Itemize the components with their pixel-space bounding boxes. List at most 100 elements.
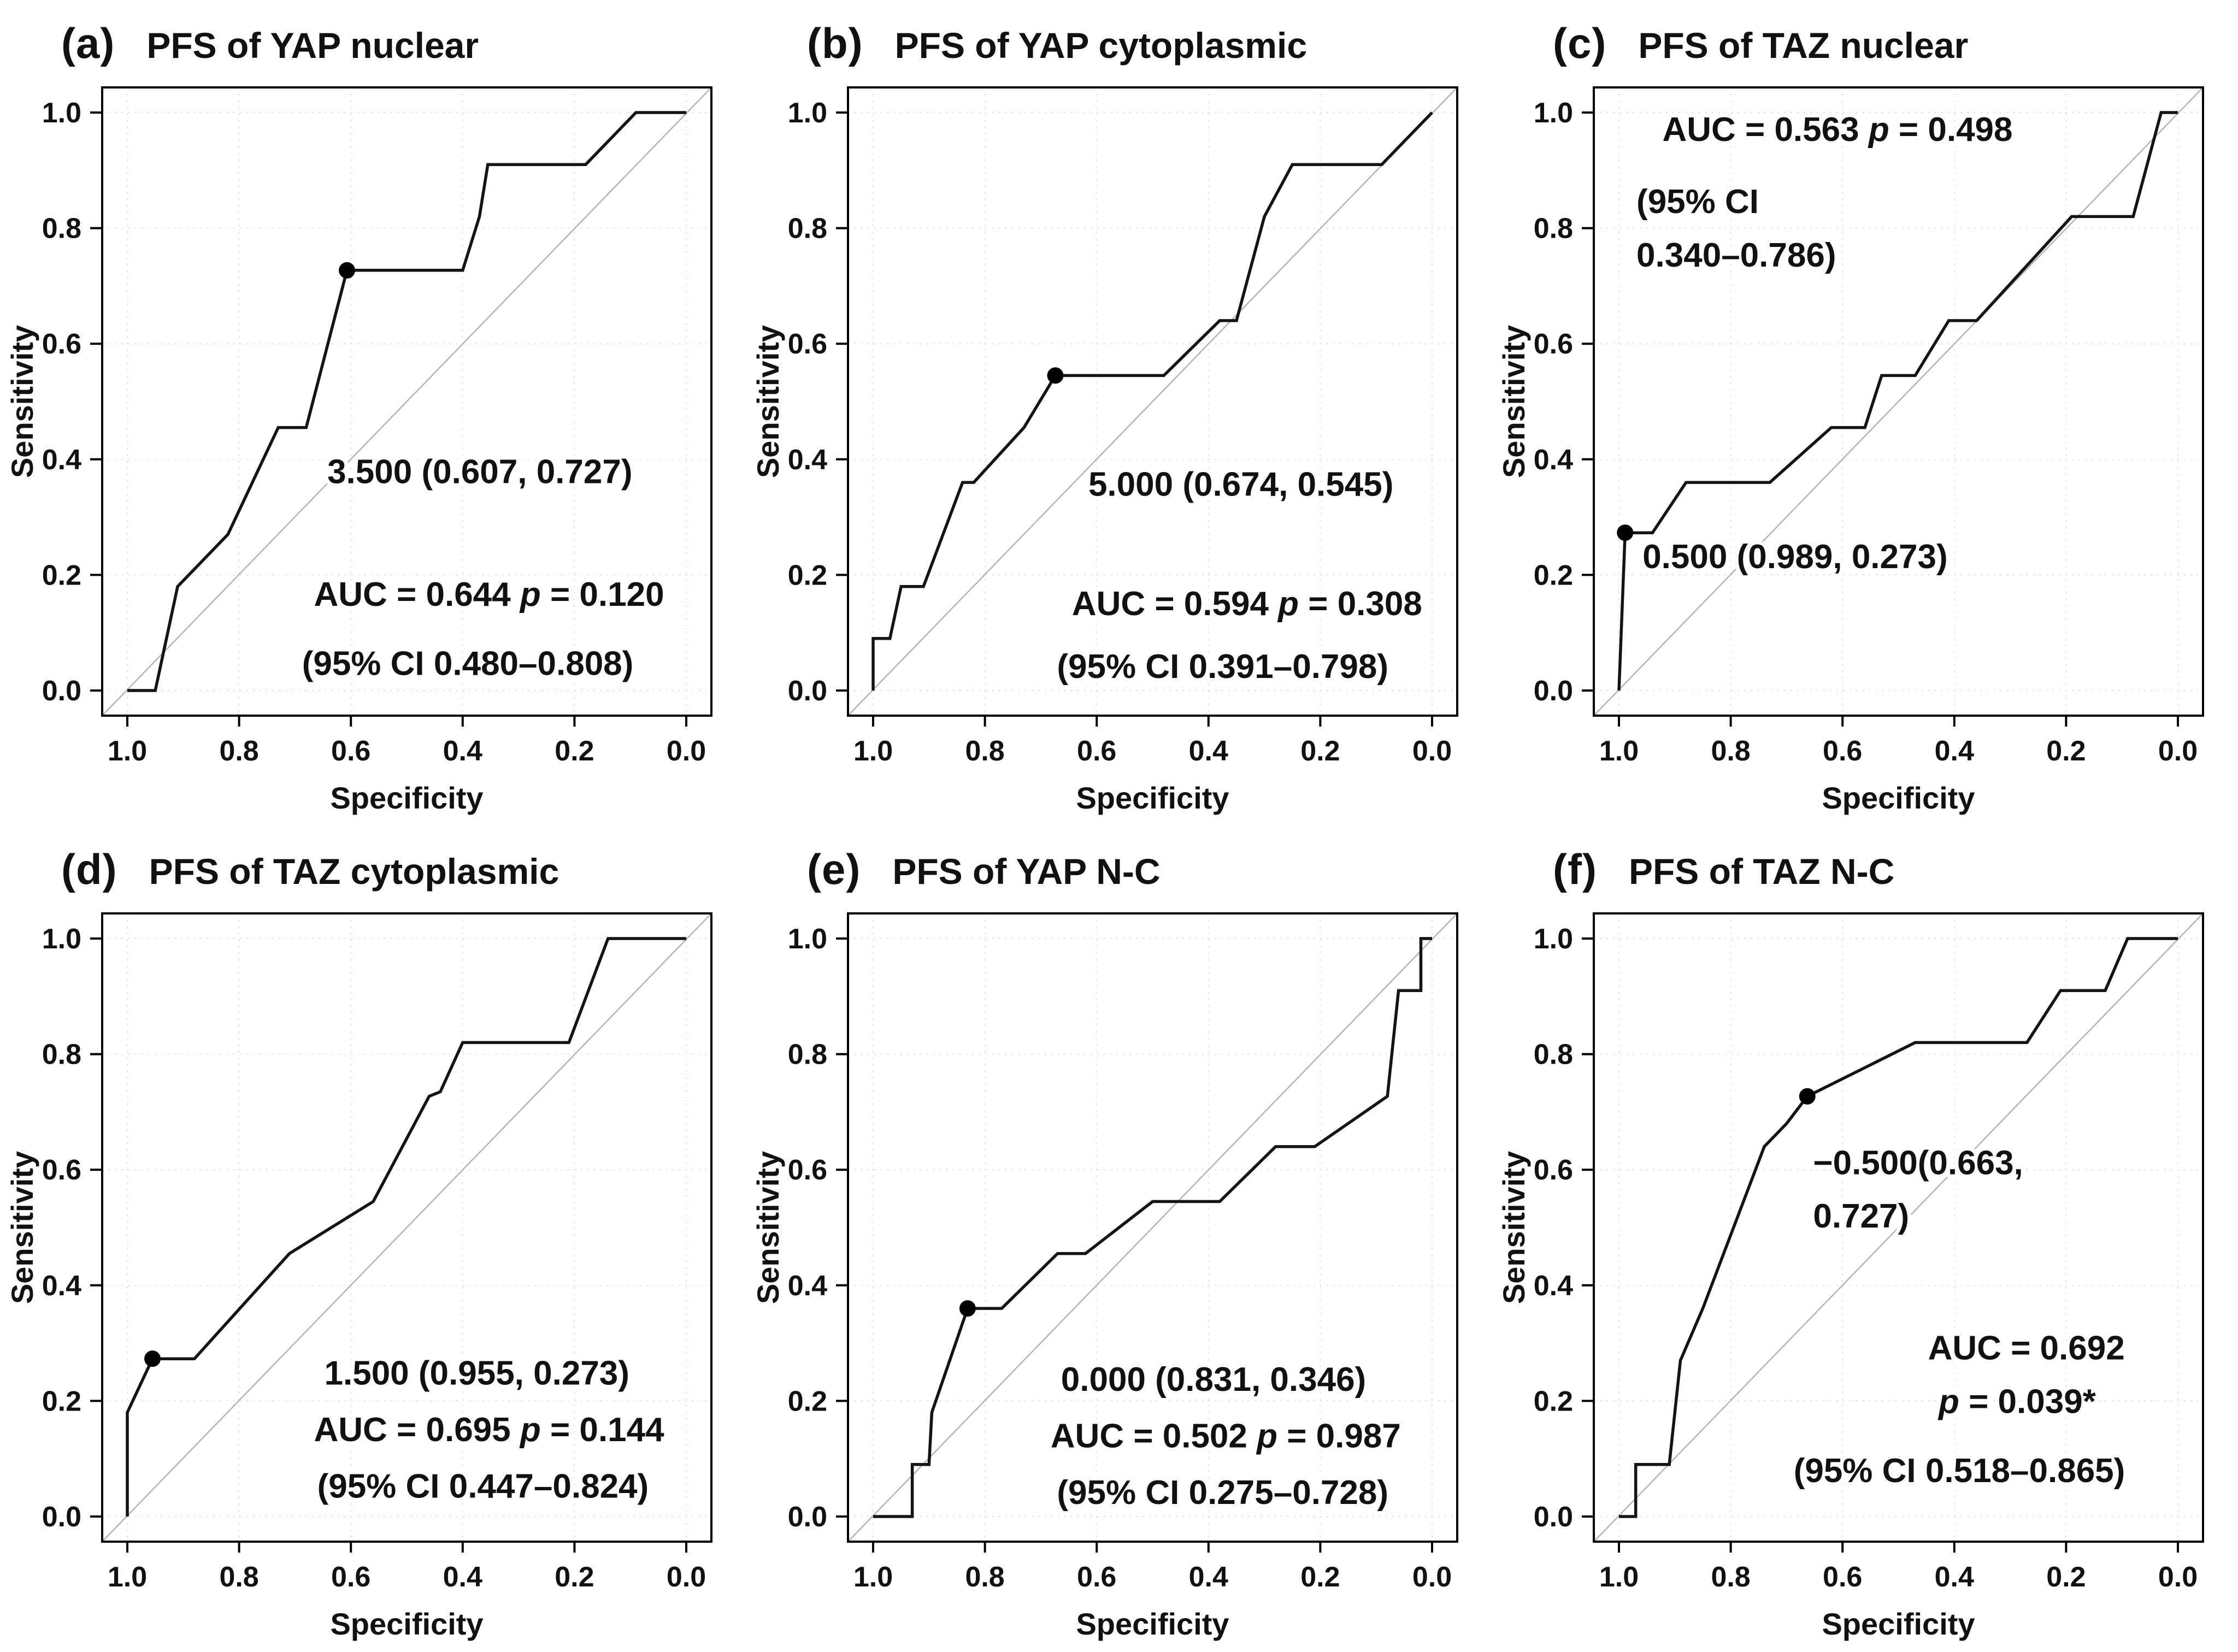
y-axis-label: Sensitivity bbox=[1498, 1151, 1531, 1304]
x-tick-label: 0.6 bbox=[1077, 1561, 1116, 1593]
x-axis-ticks: 1.0 0.8 0.6 0.4 0.2 0.0 bbox=[1599, 1542, 2198, 1593]
stat-annotation: AUC = 0.594 p = 0.308 bbox=[1072, 585, 1422, 623]
x-tick-label: 0.8 bbox=[1711, 735, 1750, 767]
stat-annotation: 5.000 (0.674, 0.545) bbox=[1088, 466, 1393, 504]
x-tick-label: 0.0 bbox=[1412, 735, 1452, 767]
stat-annotation: 0.500 (0.989, 0.273) bbox=[1642, 538, 1947, 576]
x-axis-ticks: 1.0 0.8 0.6 0.4 0.2 0.0 bbox=[853, 716, 1452, 767]
stat-annotation: p = 0.039* bbox=[1937, 1383, 2096, 1420]
x-axis-label: Specificity bbox=[1822, 1607, 1975, 1641]
y-axis-label: Sensitivity bbox=[1498, 325, 1531, 478]
panel-heading: PFS of TAZ N-C bbox=[1628, 851, 1895, 892]
y-tick-label: 0.0 bbox=[788, 675, 827, 707]
y-tick-label: 0.4 bbox=[1534, 444, 1573, 476]
panel-letter: (c) bbox=[1553, 19, 1607, 67]
x-tick-label: 0.2 bbox=[1300, 735, 1340, 767]
y-axis-label: Sensitivity bbox=[752, 1151, 785, 1304]
panel-letter: (a) bbox=[61, 19, 115, 67]
x-tick-label: 0.4 bbox=[1935, 1561, 1974, 1593]
x-tick-label: 0.4 bbox=[1935, 735, 1974, 767]
y-tick-label: 0.0 bbox=[1534, 675, 1573, 707]
x-tick-label: 0.8 bbox=[219, 735, 258, 767]
panel-title-row: (b) PFS of YAP cytoplasmic bbox=[747, 0, 1493, 67]
y-tick-label: 0.8 bbox=[42, 1039, 81, 1071]
chance-diagonal-line bbox=[102, 87, 712, 716]
x-tick-label: 0.6 bbox=[1823, 1561, 1862, 1593]
panel-title-row: (f) PFS of TAZ N-C bbox=[1493, 826, 2238, 893]
x-tick-label: 0.2 bbox=[2046, 1561, 2086, 1593]
roc-panel-b: (b) PFS of YAP cytoplasmic 1.0 0.8 0.6 0.4 0… bbox=[747, 0, 1493, 826]
y-tick-label: 0.2 bbox=[1534, 1385, 1573, 1417]
y-tick-label: 0.0 bbox=[42, 1501, 81, 1533]
y-tick-label: 0.6 bbox=[42, 328, 81, 360]
panel-letter: (e) bbox=[807, 845, 861, 893]
y-tick-label: 1.0 bbox=[1534, 97, 1573, 129]
stat-annotation: (95% CI 0.480–0.808) bbox=[302, 645, 634, 682]
roc-panel-a: (a) PFS of YAP nuclear 1.0 0.8 0.6 0.4 0.2 0.… bbox=[1, 0, 747, 826]
stat-annotation: 0.000 (0.831, 0.346) bbox=[1061, 1361, 1366, 1399]
y-tick-label: 1.0 bbox=[42, 97, 81, 129]
y-tick-label: 0.8 bbox=[1534, 213, 1573, 245]
panel-heading: PFS of TAZ cytoplasmic bbox=[149, 851, 560, 892]
roc-curve-line bbox=[871, 111, 1433, 691]
stat-annotation: AUC = 0.695 p = 0.144 bbox=[314, 1411, 665, 1449]
x-tick-label: 0.2 bbox=[2046, 735, 2086, 767]
panel-heading: PFS of TAZ nuclear bbox=[1638, 25, 1969, 66]
y-tick-label: 0.4 bbox=[42, 1270, 81, 1302]
panel-letter: (b) bbox=[807, 19, 863, 67]
x-tick-label: 0.0 bbox=[2158, 735, 2198, 767]
chance-diagonal-line bbox=[847, 913, 1458, 1542]
roc-curve-line bbox=[1617, 111, 2178, 691]
panel-heading: PFS of YAP cytoplasmic bbox=[894, 25, 1308, 66]
x-tick-label: 0.4 bbox=[1189, 1561, 1228, 1593]
plot-box bbox=[101, 912, 712, 1543]
roc-curve-line bbox=[873, 937, 1432, 1518]
x-axis-label: Specificity bbox=[1822, 781, 1975, 815]
roc-plot-a: 1.0 0.8 0.6 0.4 0.2 0.0 0.0 0.2 0.4 0.6 0.8 1.0 Spec… bbox=[7, 86, 712, 815]
panel-title-row: (a) PFS of YAP nuclear bbox=[1, 0, 747, 67]
y-tick-label: 0.6 bbox=[788, 1154, 827, 1186]
roc-plot-e: 1.0 0.8 0.6 0.4 0.2 0.0 0.0 0.2 0.4 0.6 0.8 1.0 Spec… bbox=[752, 912, 1458, 1641]
cutoff-marker bbox=[1617, 524, 1634, 541]
x-axis-ticks: 1.0 0.8 0.6 0.4 0.2 0.0 bbox=[108, 716, 706, 767]
stat-annotation: 0.340–0.786) bbox=[1636, 237, 1836, 274]
y-tick-label: 0.6 bbox=[788, 328, 827, 360]
roc-panel-e: (e) PFS of YAP N-C 1.0 0.8 0.6 0.4 0.2 0.0 0.0… bbox=[747, 826, 1493, 1652]
stat-annotation: (95% CI 0.447–0.824) bbox=[317, 1468, 649, 1506]
chance-diagonal-line bbox=[102, 913, 712, 1542]
plot-box bbox=[1593, 86, 2204, 717]
x-tick-label: 1.0 bbox=[1599, 1561, 1639, 1593]
x-axis-ticks: 1.0 0.8 0.6 0.4 0.2 0.0 bbox=[108, 1542, 706, 1593]
x-tick-label: 0.0 bbox=[667, 1561, 706, 1593]
x-tick-label: 0.0 bbox=[667, 735, 706, 767]
y-axis-ticks: 0.0 0.2 0.4 0.6 0.8 1.0 bbox=[1534, 923, 1594, 1533]
x-tick-label: 0.8 bbox=[965, 735, 1004, 767]
x-tick-label: 0.6 bbox=[1823, 735, 1862, 767]
y-tick-label: 0.8 bbox=[1534, 1039, 1573, 1071]
panel-heading: PFS of YAP nuclear bbox=[146, 25, 479, 66]
x-tick-label: 1.0 bbox=[1599, 735, 1639, 767]
y-tick-label: 0.4 bbox=[1534, 1270, 1573, 1302]
x-axis-label: Specificity bbox=[1076, 781, 1229, 815]
stat-annotation: 3.500 (0.607, 0.727) bbox=[327, 453, 632, 491]
y-axis-ticks: 0.0 0.2 0.4 0.6 0.8 1.0 bbox=[788, 97, 848, 707]
cutoff-marker bbox=[1047, 367, 1064, 384]
panel-title-row: (c) PFS of TAZ nuclear bbox=[1493, 0, 2238, 67]
x-tick-label: 0.4 bbox=[443, 1561, 482, 1593]
stat-annotation: AUC = 0.502 p = 0.987 bbox=[1051, 1418, 1401, 1455]
y-tick-label: 0.0 bbox=[1534, 1501, 1573, 1533]
cutoff-marker bbox=[1799, 1088, 1816, 1105]
y-axis-ticks: 0.0 0.2 0.4 0.6 0.8 1.0 bbox=[1534, 97, 1594, 707]
y-axis-ticks: 0.0 0.2 0.4 0.6 0.8 1.0 bbox=[42, 97, 102, 707]
y-tick-label: 0.4 bbox=[788, 1270, 827, 1302]
y-tick-label: 1.0 bbox=[42, 923, 81, 955]
x-tick-label: 1.0 bbox=[108, 1561, 147, 1593]
panel-title-row: (e) PFS of YAP N-C bbox=[747, 826, 1493, 893]
roc-curve-line bbox=[1619, 937, 2178, 1518]
y-tick-label: 0.2 bbox=[1534, 559, 1573, 591]
stat-annotation: (95% CI 0.275–0.728) bbox=[1057, 1474, 1388, 1512]
x-tick-label: 0.2 bbox=[1300, 1561, 1340, 1593]
y-tick-label: 1.0 bbox=[1534, 923, 1573, 955]
y-axis-ticks: 0.0 0.2 0.4 0.6 0.8 1.0 bbox=[42, 923, 102, 1533]
